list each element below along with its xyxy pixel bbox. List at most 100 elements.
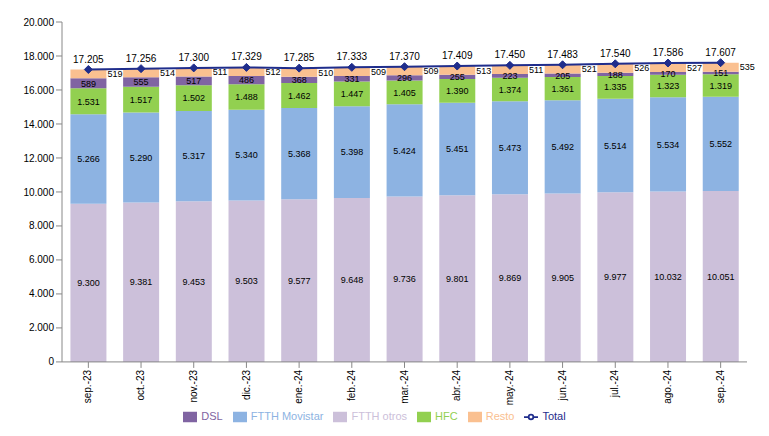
svg-text:4.000: 4.000 — [29, 288, 54, 299]
svg-text:9.577: 9.577 — [288, 276, 311, 286]
svg-text:519: 519 — [107, 69, 122, 79]
svg-text:1.319: 1.319 — [709, 81, 732, 91]
svg-text:521: 521 — [582, 64, 597, 74]
svg-text:1.502: 1.502 — [183, 93, 206, 103]
svg-text:1.488: 1.488 — [235, 92, 258, 102]
svg-text:296: 296 — [397, 73, 412, 83]
svg-text:20.000: 20.000 — [23, 17, 54, 28]
svg-text:oct.-23: oct.-23 — [135, 369, 146, 400]
svg-text:ene.-24: ene.-24 — [293, 369, 304, 403]
svg-text:14.000: 14.000 — [23, 119, 54, 130]
svg-text:527: 527 — [687, 63, 702, 73]
svg-text:18.000: 18.000 — [23, 51, 54, 62]
svg-text:17.483: 17.483 — [547, 49, 578, 60]
svg-text:486: 486 — [239, 75, 254, 85]
svg-text:17.333: 17.333 — [337, 51, 368, 62]
svg-text:511: 511 — [213, 67, 227, 77]
svg-text:512: 512 — [266, 67, 281, 77]
svg-text:9.736: 9.736 — [393, 274, 416, 284]
svg-text:509: 509 — [371, 67, 386, 77]
svg-text:1.374: 1.374 — [499, 85, 522, 95]
svg-text:1.531: 1.531 — [77, 97, 100, 107]
svg-text:5.317: 5.317 — [183, 151, 206, 161]
svg-text:9.648: 9.648 — [341, 275, 364, 285]
svg-text:2.000: 2.000 — [29, 322, 54, 333]
svg-text:5.451: 5.451 — [446, 144, 469, 154]
svg-text:9.453: 9.453 — [183, 277, 206, 287]
svg-text:dic.-23: dic.-23 — [241, 369, 252, 399]
svg-text:5.534: 5.534 — [657, 140, 680, 150]
svg-text:jul.-24: jul.-24 — [609, 369, 620, 398]
svg-text:9.381: 9.381 — [130, 277, 153, 287]
svg-text:17.450: 17.450 — [495, 49, 526, 60]
svg-text:5.492: 5.492 — [551, 142, 574, 152]
svg-text:5.340: 5.340 — [235, 150, 258, 160]
svg-text:ago.-24: ago.-24 — [662, 369, 673, 403]
svg-text:368: 368 — [292, 75, 307, 85]
svg-text:5.473: 5.473 — [499, 143, 522, 153]
svg-text:535: 535 — [740, 62, 755, 72]
svg-text:17.256: 17.256 — [126, 53, 157, 64]
svg-text:9.905: 9.905 — [551, 273, 574, 283]
svg-text:10.000: 10.000 — [23, 187, 54, 198]
svg-text:1.405: 1.405 — [393, 88, 416, 98]
svg-text:9.977: 9.977 — [604, 272, 627, 282]
svg-text:9.300: 9.300 — [77, 278, 100, 288]
svg-text:5.424: 5.424 — [393, 146, 416, 156]
svg-text:17.285: 17.285 — [284, 52, 315, 63]
svg-text:9.869: 9.869 — [499, 273, 522, 283]
svg-text:151: 151 — [713, 68, 728, 78]
svg-text:mar.-24: mar.-24 — [399, 369, 410, 403]
svg-text:5.514: 5.514 — [604, 141, 627, 151]
svg-text:255: 255 — [450, 72, 465, 82]
svg-text:589: 589 — [81, 79, 96, 89]
svg-text:jun.-24: jun.-24 — [557, 369, 568, 401]
svg-text:1.335: 1.335 — [604, 82, 627, 92]
svg-text:513: 513 — [476, 66, 491, 76]
svg-text:5.290: 5.290 — [130, 153, 153, 163]
svg-text:1.517: 1.517 — [130, 95, 153, 105]
svg-text:205: 205 — [555, 71, 570, 81]
svg-text:331: 331 — [344, 74, 359, 84]
svg-text:10.032: 10.032 — [654, 272, 682, 282]
svg-text:17.409: 17.409 — [442, 50, 473, 61]
svg-text:509: 509 — [424, 66, 439, 76]
svg-text:17.540: 17.540 — [600, 48, 631, 59]
svg-text:1.323: 1.323 — [657, 81, 680, 91]
svg-text:12.000: 12.000 — [23, 153, 54, 164]
svg-text:nov.-23: nov.-23 — [188, 369, 199, 402]
svg-text:feb.-24: feb.-24 — [346, 369, 357, 401]
svg-text:1.361: 1.361 — [551, 84, 574, 94]
svg-text:9.801: 9.801 — [446, 274, 469, 284]
svg-text:510: 510 — [318, 68, 333, 78]
svg-text:sep.-24: sep.-24 — [715, 369, 726, 403]
svg-text:517: 517 — [186, 76, 201, 86]
svg-text:5.398: 5.398 — [341, 147, 364, 157]
svg-text:511: 511 — [529, 65, 543, 75]
svg-text:0: 0 — [48, 356, 54, 367]
svg-text:may.-24: may.-24 — [504, 369, 515, 405]
svg-text:5.266: 5.266 — [77, 154, 100, 164]
svg-text:514: 514 — [160, 68, 175, 78]
svg-text:170: 170 — [661, 69, 676, 79]
svg-text:17.205: 17.205 — [73, 54, 104, 65]
svg-text:sep.-23: sep.-23 — [82, 369, 93, 403]
svg-text:555: 555 — [134, 77, 149, 87]
svg-text:17.607: 17.607 — [705, 47, 736, 58]
svg-text:5.552: 5.552 — [709, 139, 732, 149]
svg-text:526: 526 — [634, 63, 649, 73]
svg-text:6.000: 6.000 — [29, 254, 54, 265]
svg-text:17.586: 17.586 — [653, 47, 684, 58]
svg-text:9.503: 9.503 — [235, 276, 258, 286]
svg-text:5.368: 5.368 — [288, 149, 311, 159]
svg-text:abr.-24: abr.-24 — [451, 369, 462, 401]
svg-text:17.300: 17.300 — [178, 52, 209, 63]
svg-text:1.447: 1.447 — [341, 89, 364, 99]
svg-text:17.329: 17.329 — [231, 51, 262, 62]
svg-text:188: 188 — [608, 70, 623, 80]
svg-text:10.051: 10.051 — [707, 272, 735, 282]
svg-text:16.000: 16.000 — [23, 85, 54, 96]
svg-text:17.370: 17.370 — [389, 51, 420, 62]
svg-text:223: 223 — [502, 71, 517, 81]
svg-text:8.000: 8.000 — [29, 220, 54, 231]
